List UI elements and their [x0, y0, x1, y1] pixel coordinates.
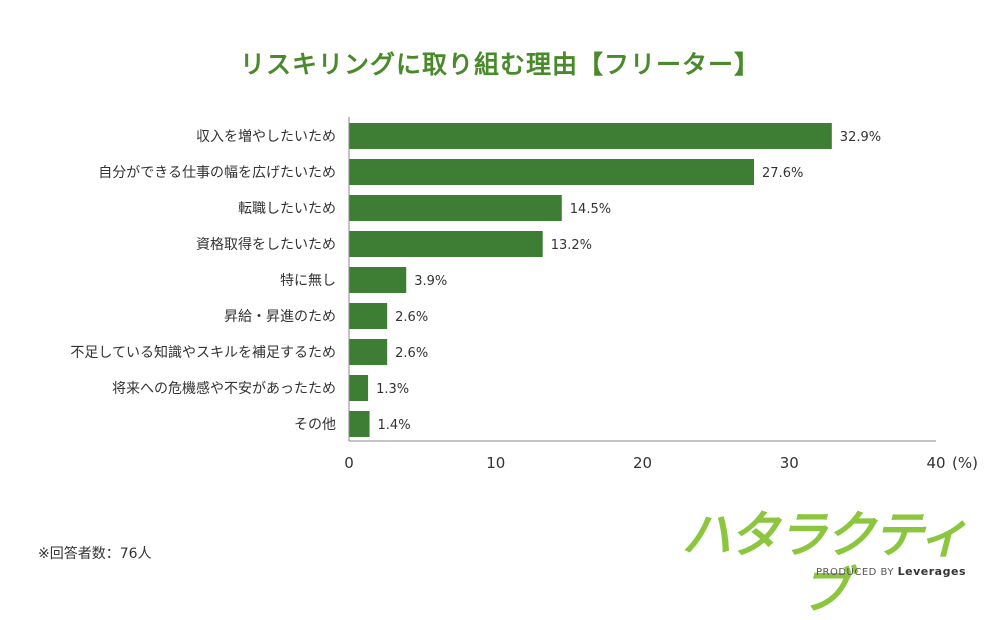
category-label: 特に無し: [280, 273, 336, 289]
bar: [349, 231, 543, 257]
bar: [349, 339, 388, 365]
bar-chart: 収入を増やしたいため 32.9% 自分ができる仕事の幅を広げたいため 27.6% 転職し…: [70, 117, 978, 472]
bar: [349, 195, 562, 221]
bar: [349, 375, 369, 401]
data-label: 14.5%: [570, 202, 611, 217]
x-tick-label: 20: [633, 454, 652, 472]
respondent-count-note: ※回答者数：76人: [38, 546, 152, 562]
bar: [349, 303, 388, 329]
data-label: 27.6%: [762, 166, 803, 181]
bar: [349, 267, 407, 293]
category-label: 転職したいため: [238, 201, 336, 217]
category-label: 自分ができる仕事の幅を広げたいため: [98, 165, 336, 181]
data-label: 32.9%: [840, 130, 881, 145]
hataractive-logo: ハタラクティブ PRODUCED BY Leverages: [678, 507, 970, 619]
data-label: 1.3%: [376, 382, 409, 397]
data-label: 1.4%: [378, 418, 411, 433]
category-label: 昇給・昇進のため: [224, 309, 336, 325]
category-label: 将来への危機感や不安があったため: [112, 380, 336, 397]
x-tick-label: 0: [344, 454, 354, 472]
category-label: 資格取得をしたいため: [196, 236, 336, 253]
x-tick-label: 10: [486, 454, 505, 472]
data-label: 3.9%: [414, 274, 447, 289]
bar: [349, 159, 755, 185]
logo-brand: Leverages: [897, 565, 966, 578]
logo-produced-by: PRODUCED BY Leverages: [816, 565, 966, 578]
logo-produced-by-text: PRODUCED BY: [815, 567, 894, 578]
data-label: 13.2%: [551, 238, 592, 253]
data-label: 2.6%: [395, 346, 428, 361]
bar: [349, 123, 832, 149]
chart-title: リスキリングに取り組む理由【フリーター】: [239, 50, 760, 79]
x-tick-label: 30: [780, 454, 799, 472]
bar: [349, 411, 370, 437]
x-tick-label: 40: [926, 454, 945, 472]
category-label: 収入を増やしたいため: [196, 129, 336, 145]
category-label: その他: [294, 417, 336, 433]
category-label: 不足している知識やスキルを補足するため: [70, 344, 336, 361]
logo-wordmark: ハタラクティブ: [681, 506, 969, 620]
x-axis-unit: (%): [952, 454, 978, 472]
data-label: 2.6%: [395, 310, 428, 325]
